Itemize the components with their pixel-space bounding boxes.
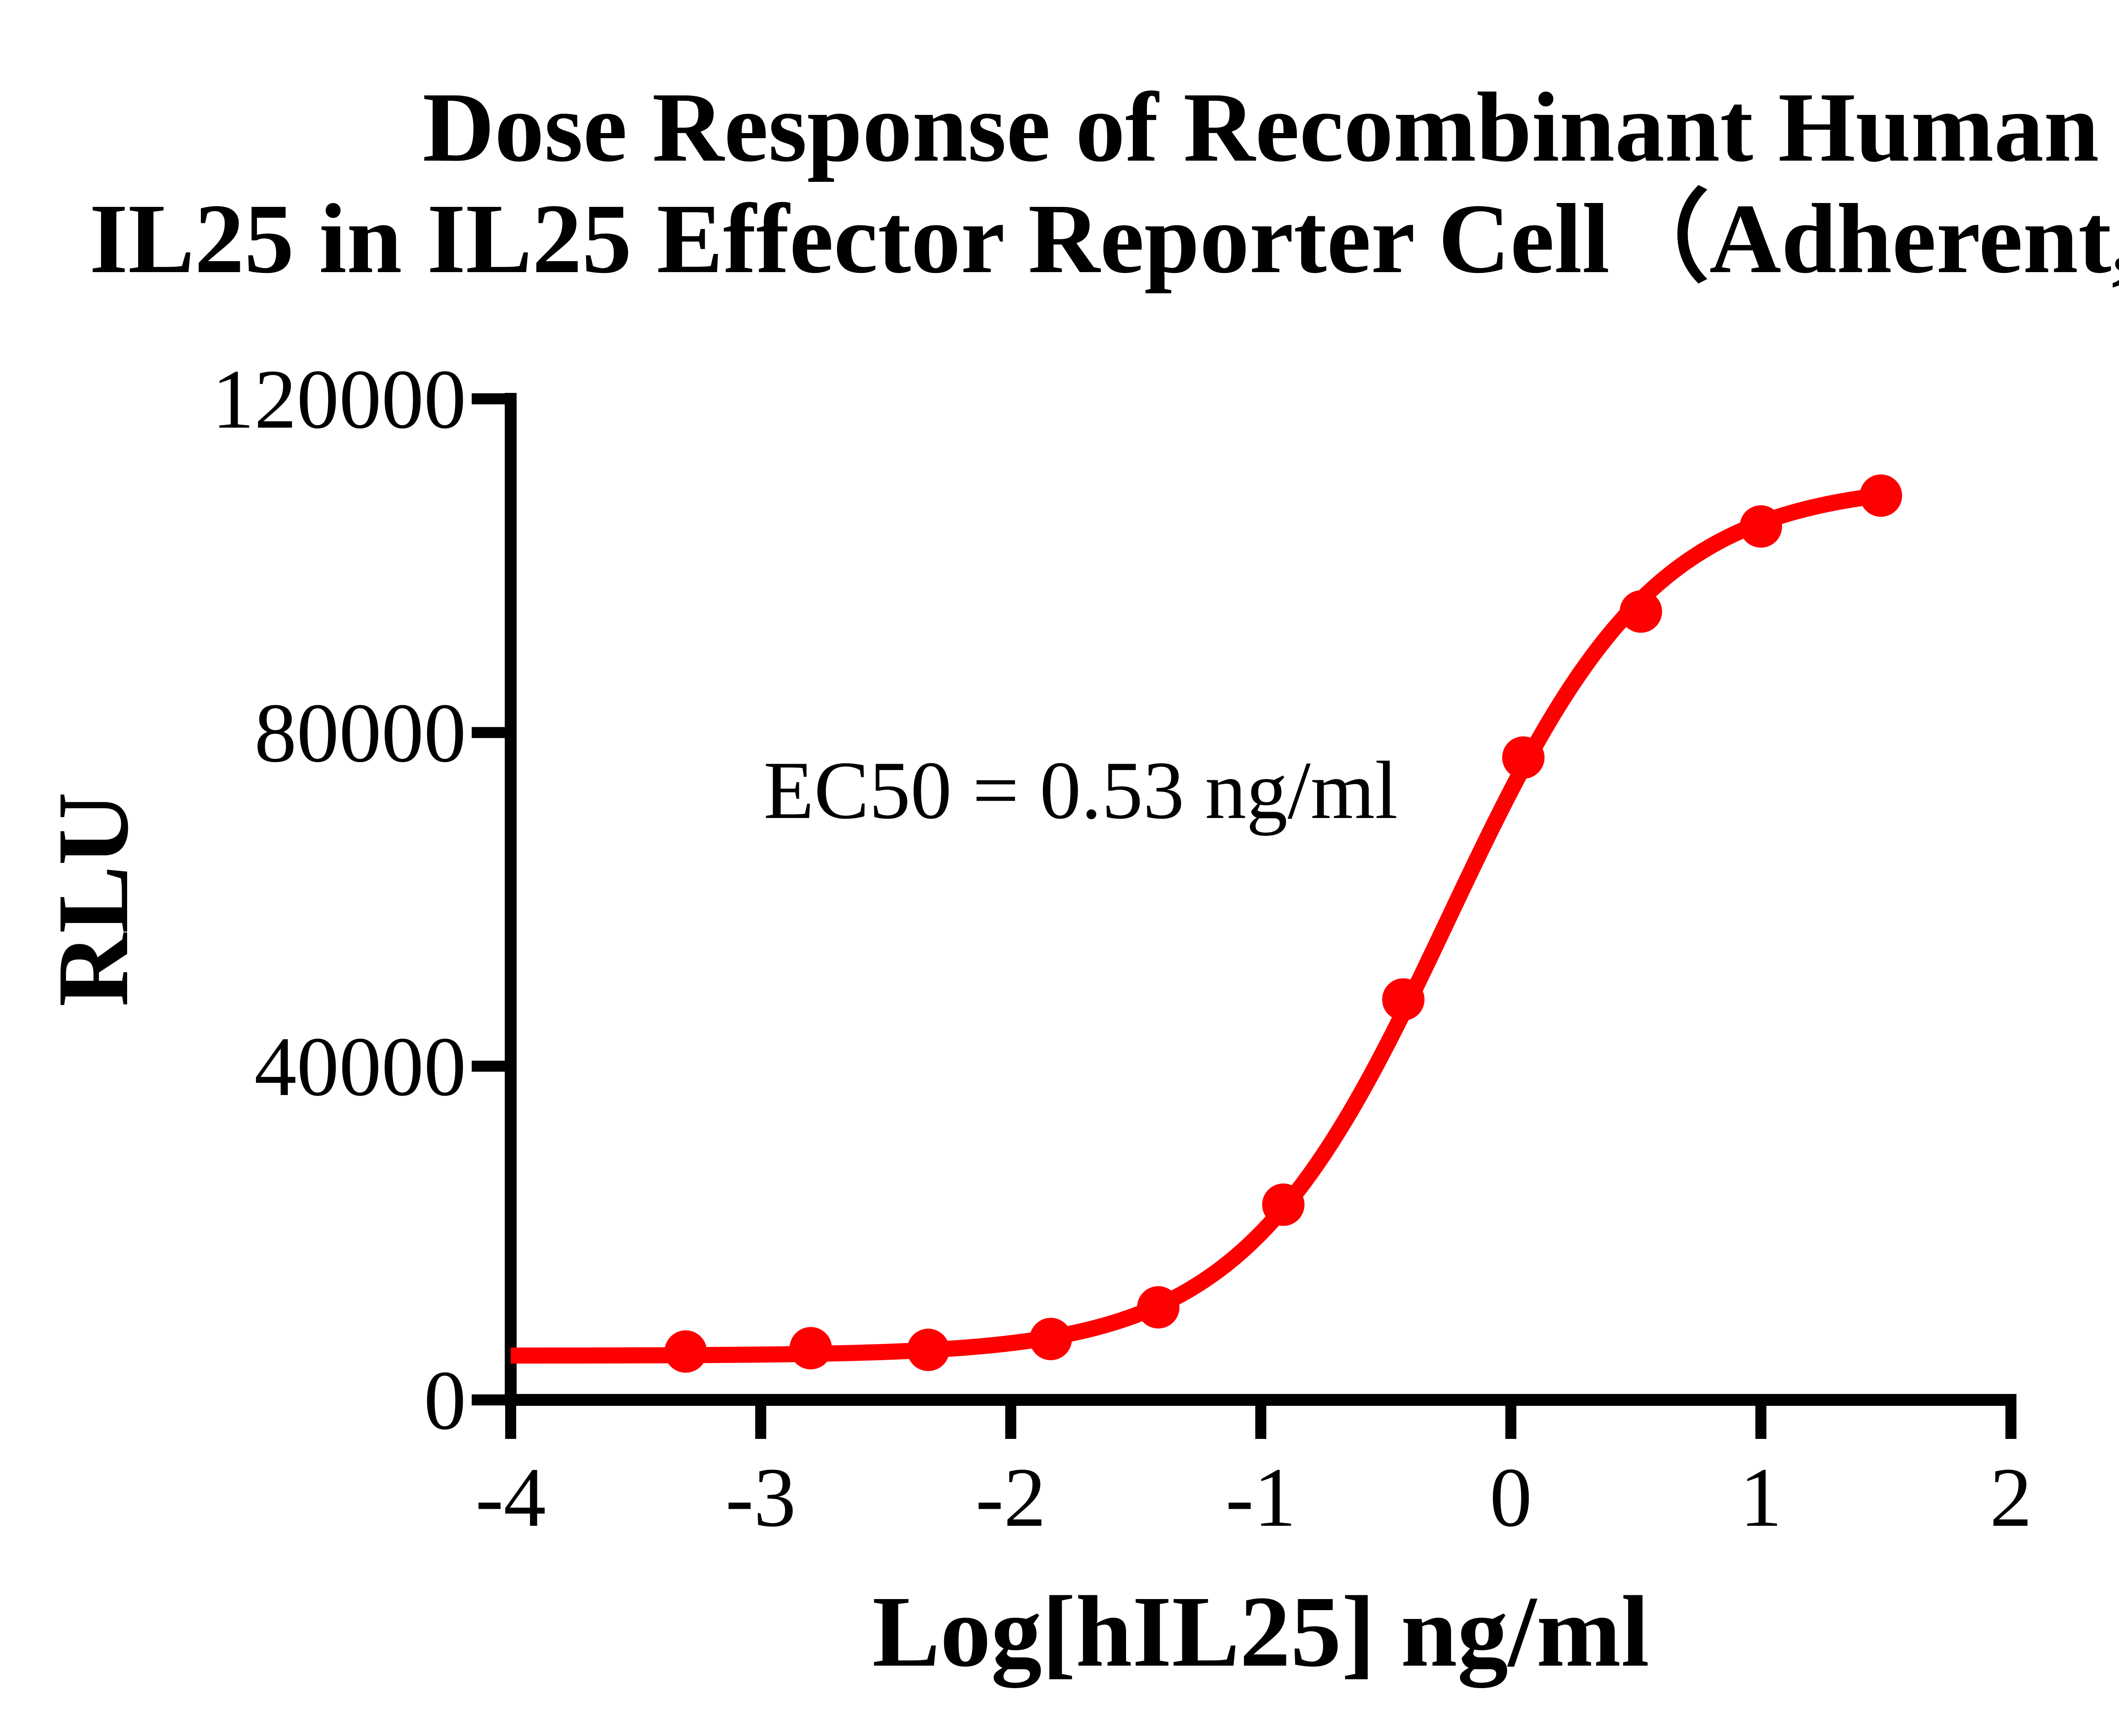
- data-point-marker: [1860, 474, 1902, 517]
- data-point-marker: [1382, 978, 1425, 1021]
- y-tick-label: 0: [424, 1354, 466, 1447]
- dose-response-fit-curve: [505, 487, 1887, 1364]
- data-point-marker: [1262, 1183, 1305, 1226]
- chart-title-line1: Dose Response of Recombinant Human: [423, 72, 2099, 182]
- x-tick-label: 1: [1740, 1451, 1782, 1544]
- x-tick-label: 0: [1490, 1451, 1532, 1544]
- data-point-marker: [907, 1328, 950, 1371]
- data-point-marker: [1137, 1286, 1180, 1329]
- x-tick-label: -1: [1226, 1451, 1296, 1544]
- x-tick-label: 2: [1990, 1451, 2032, 1544]
- x-axis-title: Log[hIL25] ng/ml: [872, 1575, 1649, 1688]
- data-point-marker: [1502, 736, 1545, 779]
- x-tick-label: -2: [976, 1451, 1046, 1544]
- x-tick-label: -3: [726, 1451, 796, 1544]
- y-tick-label: 40000: [254, 1020, 466, 1114]
- axes-layer: 0 40000 80000 120000 -4 -3 -2 -1 0 1 2: [212, 353, 2032, 1544]
- y-tick-label: 120000: [212, 353, 466, 446]
- data-point-marker: [790, 1327, 832, 1369]
- y-tick-label: 80000: [254, 686, 466, 780]
- data-point-marker: [1619, 590, 1662, 633]
- x-tick-label: -4: [476, 1451, 546, 1544]
- ec50-annotation: EC50 = 0.53 ng/ml: [764, 745, 1398, 836]
- plot-layer: [505, 474, 1902, 1373]
- data-point-marker: [1740, 505, 1782, 548]
- data-point-marker: [1029, 1318, 1072, 1360]
- data-point-marker: [665, 1330, 707, 1373]
- y-axis-title: RLU: [36, 792, 149, 1007]
- chart-title-line2: IL25 in IL25 Effector Reporter Cell（Adhe…: [89, 184, 2119, 294]
